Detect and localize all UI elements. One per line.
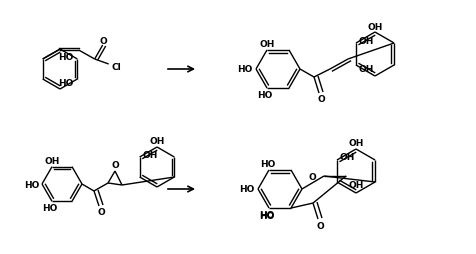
- Text: O: O: [99, 36, 107, 45]
- Text: OH: OH: [358, 64, 374, 73]
- Text: HO: HO: [58, 78, 73, 87]
- Text: OH: OH: [347, 139, 363, 148]
- Text: Cl: Cl: [111, 62, 121, 71]
- Text: O: O: [307, 173, 315, 182]
- Text: HO: HO: [42, 203, 58, 212]
- Text: OH: OH: [339, 153, 355, 162]
- Text: HO: HO: [257, 90, 272, 99]
- Text: OH: OH: [142, 150, 158, 159]
- Text: OH: OH: [348, 180, 364, 189]
- Text: HO: HO: [58, 52, 73, 61]
- Text: O: O: [97, 208, 105, 217]
- Text: OH: OH: [259, 40, 274, 49]
- Text: HO: HO: [237, 65, 252, 74]
- Text: HO: HO: [259, 211, 274, 220]
- Text: O: O: [317, 95, 324, 104]
- Text: HO: HO: [24, 180, 39, 189]
- Text: HO: HO: [239, 185, 255, 194]
- Text: O: O: [111, 161, 119, 170]
- Text: HO: HO: [259, 210, 274, 219]
- Text: O: O: [316, 221, 323, 230]
- Text: OH: OH: [44, 156, 60, 166]
- Text: OH: OH: [367, 22, 382, 31]
- Text: HO: HO: [260, 160, 275, 169]
- Text: OH: OH: [358, 36, 374, 45]
- Text: OH: OH: [149, 137, 164, 146]
